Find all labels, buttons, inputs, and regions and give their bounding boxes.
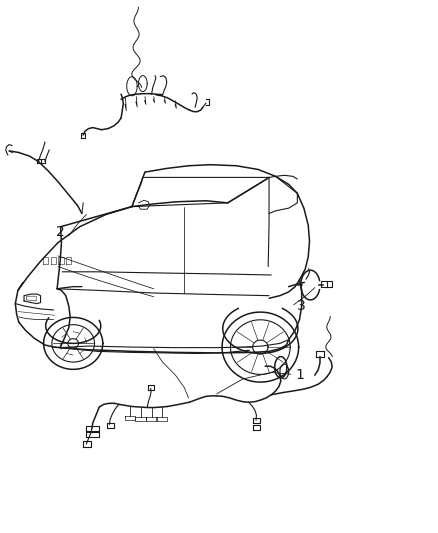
Text: 1: 1 <box>295 368 304 382</box>
Text: 3: 3 <box>297 299 306 313</box>
Text: 2: 2 <box>56 225 64 239</box>
